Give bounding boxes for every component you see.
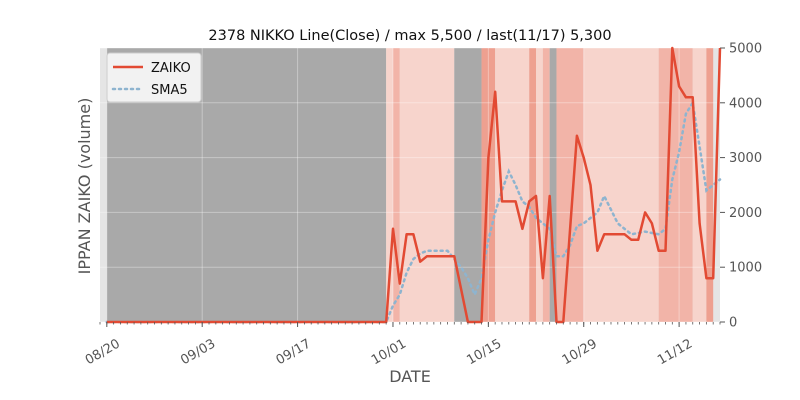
- chart-title: 2378 NIKKO Line(Close) / max 5,500 / las…: [208, 28, 611, 44]
- band-dark: [549, 48, 557, 322]
- x-tick-label: 10/29: [560, 336, 600, 368]
- series-layer: [105, 46, 722, 324]
- y-tick-label: 0: [729, 316, 737, 331]
- y-tick-label: 5000: [729, 42, 762, 57]
- x-tick-label: 10/01: [369, 336, 409, 368]
- x-tick-label: 11/12: [655, 336, 695, 368]
- y-tick-label: 4000: [729, 96, 762, 111]
- x-tick-label: 09/17: [274, 336, 314, 368]
- band-mid: [392, 48, 400, 322]
- y-tick-label: 3000: [729, 151, 762, 166]
- x-tick-label: 08/20: [83, 336, 123, 368]
- x-axis: 08/20 09/03 09/17 10/01 10/15 10/29 11/12: [83, 322, 721, 368]
- y-axis-label: IPPAN ZAIKO (volume): [75, 98, 94, 275]
- legend-label-zaiko: ZAIKO: [151, 61, 191, 76]
- band-strong: [529, 48, 537, 322]
- band-light: [583, 48, 659, 322]
- band-mid: [556, 48, 584, 322]
- legend-label-sma5: SMA5: [151, 83, 188, 98]
- band-light: [399, 48, 455, 322]
- series-line-zaiko: [106, 46, 722, 324]
- y-tick-label: 1000: [729, 261, 762, 276]
- x-tick-label: 10/15: [464, 336, 504, 368]
- band-light: [536, 48, 543, 322]
- band-mid: [658, 48, 693, 322]
- x-axis-label: DATE: [389, 367, 431, 386]
- y-tick-label: 2000: [729, 206, 762, 221]
- y-axis: 0 1000 2000 3000 4000 5000: [720, 42, 762, 331]
- band-mid: [542, 48, 550, 322]
- band-strong: [706, 48, 714, 322]
- series-line-sma5: [105, 99, 722, 324]
- grid-lines: [100, 47, 720, 323]
- legend: ZAIKO SMA5: [106, 52, 202, 103]
- x-tick-label: 09/03: [178, 336, 218, 368]
- band-light: [386, 48, 393, 322]
- highlight-bands: [106, 48, 714, 322]
